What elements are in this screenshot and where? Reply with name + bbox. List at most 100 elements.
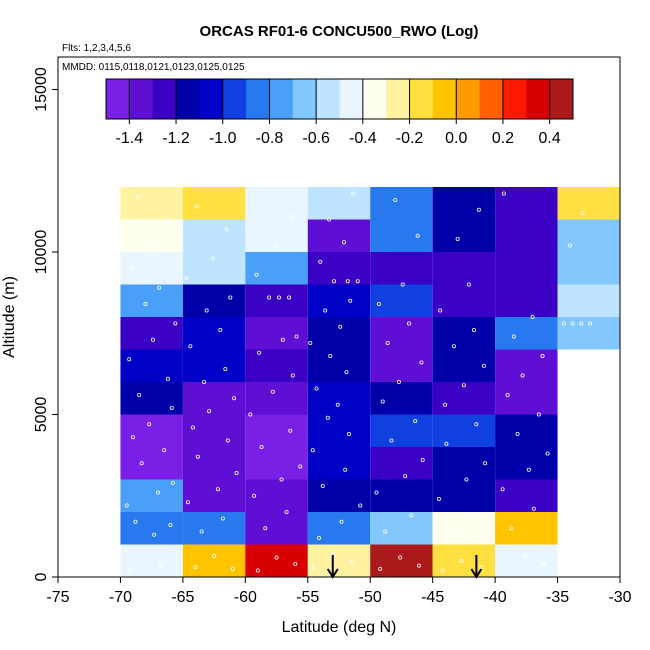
observation-point [476, 207, 481, 212]
heatmap-cell [495, 544, 558, 577]
x-tick-label: -40 [484, 589, 507, 606]
heatmap-cell [120, 544, 183, 577]
colorbar-swatch [456, 79, 481, 119]
heatmap-cell [245, 219, 308, 252]
colorbar-swatch [502, 79, 527, 119]
observation-point [588, 321, 593, 326]
x-tick-label: -60 [234, 589, 257, 606]
observation-point [505, 392, 510, 397]
observation-point [124, 503, 129, 508]
observation-point [218, 327, 223, 332]
observation-point [152, 532, 157, 537]
observation-point [545, 451, 550, 456]
observation-point [274, 555, 279, 560]
heatmap-cell [307, 414, 371, 447]
heatmap-cell [432, 544, 496, 577]
heatmap-cell [557, 187, 620, 220]
heatmap-cell [432, 349, 496, 382]
observation-point [190, 425, 195, 430]
observation-point [284, 509, 289, 514]
observation-point [277, 295, 282, 300]
observation-point [479, 565, 484, 570]
heatmap-cell [307, 512, 371, 545]
heatmap-cell [245, 512, 308, 545]
heatmap-cell [307, 187, 371, 220]
heatmap-cell [120, 187, 183, 220]
observation-point [501, 191, 506, 196]
observation-point [469, 516, 474, 521]
heatmap-cell [182, 317, 246, 350]
colorbar-tick-label: -0.2 [396, 130, 424, 147]
observation-point [314, 386, 319, 391]
heatmap-cell [432, 284, 496, 317]
colorbar-tick-label: -1.4 [116, 130, 144, 147]
heatmap-cell [495, 252, 558, 285]
heatmap-cell [495, 349, 558, 382]
observation-point [129, 266, 134, 271]
observation-point [188, 344, 193, 349]
observation-point [530, 314, 535, 319]
observation-point [500, 487, 505, 492]
heatmap-cell [370, 252, 433, 285]
colorbar-swatch [362, 79, 387, 119]
observation-point [344, 370, 349, 375]
observation-point [343, 467, 348, 472]
colorbar-tick-label: -0.6 [302, 130, 330, 147]
observation-point [279, 477, 284, 482]
observation-point [396, 379, 401, 384]
observation-point [413, 418, 418, 423]
heatmap-cell [495, 219, 558, 252]
observation-point [339, 519, 344, 524]
colorbar: -1.4 -1.2 -1.0 -0.8 -0.6 -0.4 -0.2 0.0 0.2 0.4 [105, 78, 574, 147]
heatmap-cell [245, 317, 308, 350]
heatmap-cell [495, 382, 558, 415]
observation-point [255, 568, 260, 573]
heatmap-cell [245, 382, 308, 415]
heatmap-cell [182, 284, 246, 317]
observation-point [419, 360, 424, 365]
observation-point [526, 467, 531, 472]
observation-point [376, 301, 381, 306]
colorbar-swatch [176, 79, 200, 119]
observation-point [520, 373, 525, 378]
colorbar-frame [105, 78, 574, 120]
colorbar-tick-label: -0.4 [349, 130, 377, 147]
observation-point [393, 197, 398, 202]
heatmap-cell [370, 317, 433, 350]
observation-point [228, 295, 233, 300]
colorbar-swatch [316, 79, 340, 119]
observation-point [133, 519, 138, 524]
observation-points [124, 191, 593, 573]
observation-point [215, 487, 220, 492]
observation-point [346, 431, 351, 436]
observation-point [358, 503, 363, 508]
heatmap-cell [370, 382, 433, 415]
observation-point [234, 470, 239, 475]
observation-point [142, 558, 147, 563]
observation-point [378, 566, 383, 571]
observation-point [157, 285, 162, 290]
observation-point [350, 191, 355, 196]
observation-point [471, 327, 476, 332]
observation-point [561, 321, 566, 326]
heatmap-cell [307, 219, 371, 252]
heatmap-cell [120, 382, 183, 415]
observation-point [232, 396, 237, 401]
observation-point [383, 529, 388, 534]
observation-point [223, 366, 228, 371]
heatmap-cell [120, 317, 183, 350]
colorbar-swatch [409, 79, 434, 119]
heatmap-cell [495, 414, 558, 447]
observation-point [327, 217, 332, 222]
observation-point [202, 379, 207, 384]
observation-point [127, 357, 132, 362]
observation-point [438, 308, 443, 313]
observation-point [459, 558, 464, 563]
colorbar-swatch [152, 79, 177, 119]
colorbar-swatch [292, 79, 317, 119]
observation-point [406, 321, 411, 326]
heatmap-cell [120, 349, 183, 382]
observation-point [444, 441, 449, 446]
y-axis: 0 5000 10000 15000 [33, 67, 58, 581]
heatmap-cell [182, 544, 246, 577]
